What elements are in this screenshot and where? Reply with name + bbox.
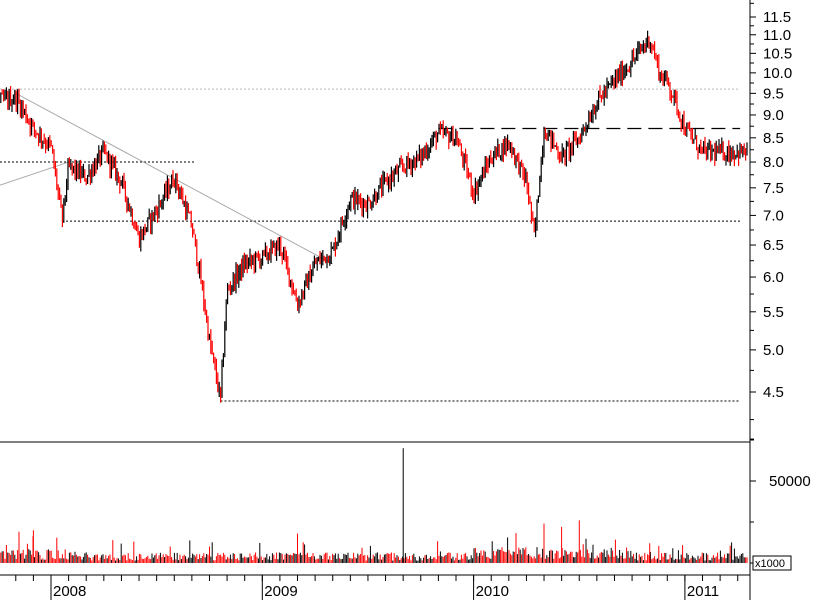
volume-tick-label: 50000 — [769, 473, 811, 490]
price-tick-label: 5.0 — [763, 342, 784, 359]
x-axis-label: 2011 — [687, 583, 719, 600]
volume-bars — [0, 448, 748, 563]
price-axis-ticks: 4.5 5.0 5.5 6.0 6.5 7.0 7.5 8.0 8.5 9.0 9.5 10.0 10.… — [750, 2, 792, 440]
price-tick-label: 7.5 — [763, 180, 784, 197]
price-tick-label: 8.5 — [763, 130, 784, 147]
price-tick-label: 10.5 — [763, 45, 792, 62]
price-tick-label: 11.5 — [763, 9, 791, 26]
x-axis-label: 2008 — [53, 583, 86, 600]
axes — [0, 0, 751, 600]
price-tick-label: 9.5 — [763, 85, 784, 102]
price-tick-label: 6.5 — [763, 237, 784, 254]
price-tick-label: 8.0 — [763, 154, 784, 171]
trend-lines — [0, 92, 333, 265]
price-tick-label: 9.0 — [763, 107, 784, 124]
price-tick-label: 10.0 — [763, 65, 792, 82]
trend-line — [0, 161, 69, 186]
volume-unit-label: x1000 — [755, 558, 785, 570]
price-tick-label: 5.5 — [763, 304, 784, 321]
price-candles — [0, 30, 748, 403]
price-tick-label: 4.5 — [763, 384, 784, 401]
x-axis-label: 2010 — [476, 583, 509, 600]
x-axis-labels: 2008 2009 2010 2011 — [15, 575, 739, 600]
price-tick-label: 6.0 — [763, 269, 784, 286]
trend-line — [15, 92, 333, 265]
x-axis-label: 2009 — [264, 583, 297, 600]
price-tick-label: 7.0 — [763, 207, 784, 224]
price-tick-label: 11.0 — [763, 27, 791, 44]
volume-unit-box: x1000 — [752, 555, 792, 571]
